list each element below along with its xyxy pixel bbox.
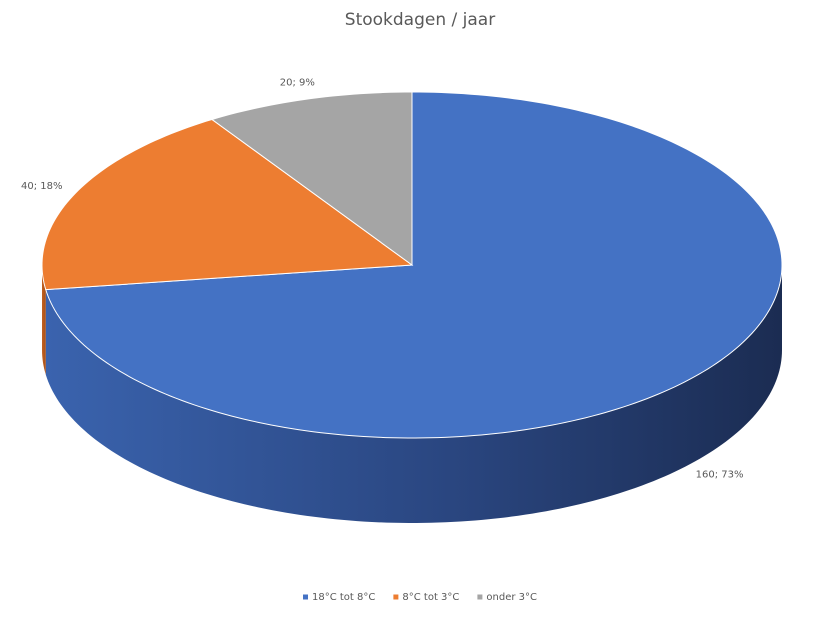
pie-side <box>45 265 783 523</box>
legend-label: 18°C tot 8°C <box>312 592 375 603</box>
pie-slice <box>210 91 413 266</box>
pie-slice <box>45 91 783 439</box>
data-label: 40; 18% <box>21 181 63 192</box>
data-label: 20; 9% <box>280 77 315 88</box>
legend-marker <box>393 594 399 600</box>
pie-side <box>42 265 46 375</box>
legend-marker <box>477 594 483 600</box>
chart-title: Stookdagen / jaar <box>345 10 495 30</box>
pie-slice <box>41 118 414 291</box>
legend-label: 8°C tot 3°C <box>402 592 459 603</box>
data-label: 160; 73% <box>696 470 744 481</box>
legend-marker <box>303 594 309 600</box>
legend-label: onder 3°C <box>486 592 537 603</box>
